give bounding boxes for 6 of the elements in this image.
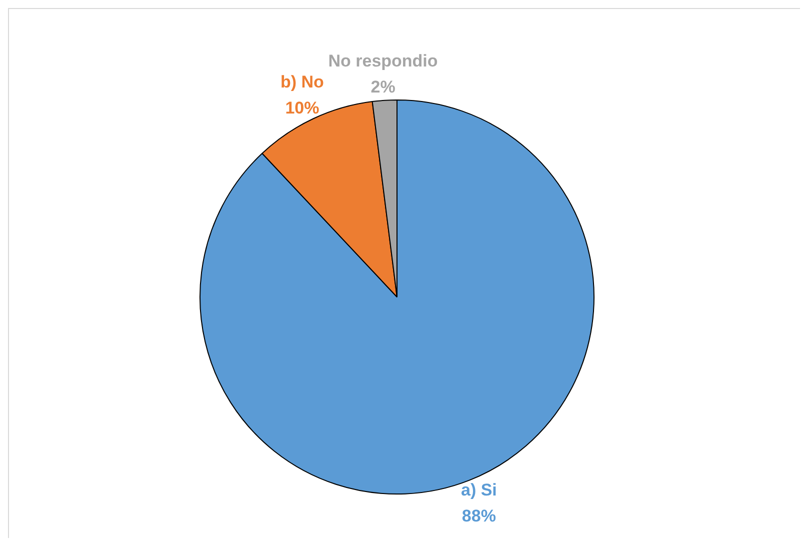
slice-label: b) No <box>280 72 324 92</box>
slice-label: a) Si <box>460 480 497 500</box>
slice-label: No respondio <box>328 52 438 71</box>
data-label: 10% <box>285 98 320 118</box>
data-label: 2% <box>370 78 396 97</box>
data-label: 88% <box>462 506 496 526</box>
